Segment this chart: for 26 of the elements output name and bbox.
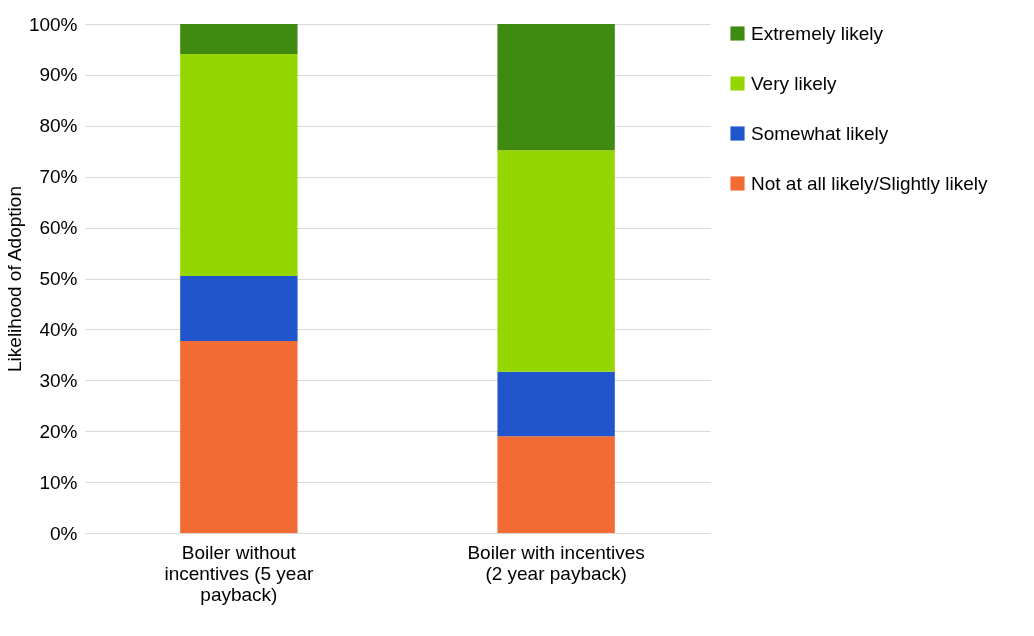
y-tick-label: 90% [39,64,78,86]
legend-label: Not at all likely/Slightly likely [751,172,989,194]
y-tick-label: 100% [28,13,78,35]
bar [180,275,298,342]
legend-label: Very likely [751,72,838,94]
y-axis-title: Likelihood of Adoption [3,186,25,372]
y-tick-label: 10% [39,471,78,493]
bar [497,24,615,151]
x-tick-label: Boiler without incentives (5 year payback) [164,541,314,605]
bar [497,436,615,533]
bar [180,54,298,276]
bar [180,341,298,533]
legend-label: Extremely likely [751,22,884,44]
bar [497,371,615,437]
bar [497,150,615,372]
y-tick-label: 60% [39,217,78,239]
x-tick-label: Boiler with incentives (2 year payback) [467,541,645,584]
y-tick-label: 70% [39,166,78,188]
y-tick-label: 0% [50,522,78,544]
y-tick-label: 20% [39,420,78,442]
y-tick-label: 80% [39,115,78,137]
y-tick-label: 40% [39,318,78,340]
bar [180,24,298,55]
y-tick-label: 50% [39,268,78,289]
y-tick-label: 30% [39,369,78,391]
legend-label: Somewhat likely [751,122,889,144]
